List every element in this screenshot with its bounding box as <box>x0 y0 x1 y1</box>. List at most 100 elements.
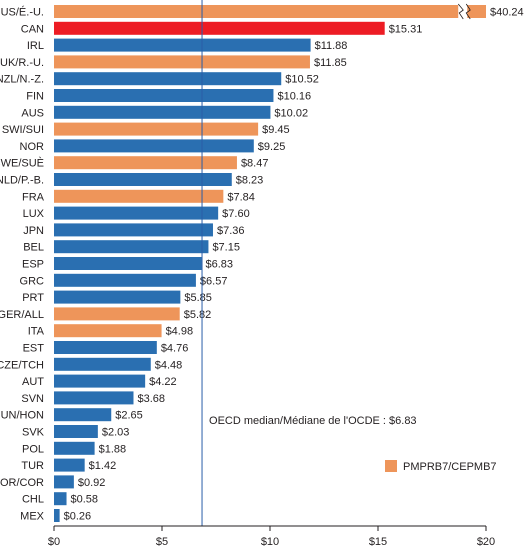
bar-prt <box>54 290 181 304</box>
value-label-swi-sui: $9.45 <box>262 124 290 136</box>
value-label-esp: $6.83 <box>206 259 234 271</box>
bar-fin <box>54 89 274 102</box>
category-label-ita: ITA <box>28 326 45 338</box>
category-label-pol: POL <box>22 443 44 455</box>
category-label-nld-p-b: NLD/P.-B. <box>0 175 44 187</box>
legend-swatch-pmprb7 <box>385 460 397 472</box>
value-label-swe-su: $8.47 <box>241 158 269 170</box>
value-label-fra: $7.84 <box>227 191 255 203</box>
category-label-grc: GRC <box>20 275 45 287</box>
bar-us-u <box>54 5 486 18</box>
value-label-prt: $5.85 <box>184 292 212 304</box>
bar-cze-tch <box>54 357 151 371</box>
x-tick-label-0: $0 <box>48 536 60 548</box>
bar-can <box>54 21 385 35</box>
value-label-jpn: $7.36 <box>217 225 245 237</box>
value-label-cze-tch: $4.48 <box>155 359 183 371</box>
value-label-ita: $4.98 <box>166 326 194 338</box>
median-label: OECD median/Médiane de l'OCDE : $6.83 <box>209 415 417 427</box>
bar-grc <box>54 273 196 287</box>
category-label-lux: LUX <box>23 208 45 220</box>
value-label-ger-all: $5.82 <box>184 309 212 321</box>
value-label-mex: $0.26 <box>64 511 92 523</box>
value-label-grc: $6.57 <box>200 275 228 287</box>
bar-pol <box>54 441 95 455</box>
value-label-kor-cor: $0.92 <box>78 477 106 489</box>
axis-break-gap <box>458 4 468 19</box>
x-tick-label-20: $20 <box>477 536 495 548</box>
bar-kor-cor <box>54 475 74 489</box>
value-label-hun-hon: $2.65 <box>115 410 143 422</box>
category-label-aus: AUS <box>21 107 44 119</box>
category-labels: US/É.-U. CAN IRL UK/R.-U. NZL/N.-Z. FIN AUS SWI… <box>0 6 45 523</box>
bar-nor <box>54 139 254 153</box>
bar-lux <box>54 206 219 220</box>
value-label-aus: $10.02 <box>274 107 308 119</box>
bar-nzl-n-z <box>54 72 282 86</box>
category-label-svn: SVN <box>21 393 44 405</box>
value-label-nzl-n-z: $10.52 <box>285 74 319 86</box>
bar-tur <box>54 458 85 472</box>
axis-break-mark-right <box>465 3 471 20</box>
category-label-esp: ESP <box>22 259 44 271</box>
bar-swi-sui <box>54 122 259 136</box>
bars-layer <box>54 3 486 522</box>
category-label-hun-hon: HUN/HON <box>0 410 44 422</box>
value-label-nor: $9.25 <box>258 141 286 153</box>
bar-uk-r-u <box>54 55 310 69</box>
value-label-svk: $2.03 <box>102 427 130 439</box>
category-label-nor: NOR <box>20 141 45 153</box>
bar-nld-p-b <box>54 173 232 186</box>
category-label-prt: PRT <box>22 292 44 304</box>
bar-aut <box>54 374 146 388</box>
bar-est <box>54 341 157 354</box>
legend: PMPRB7/CEPMB7 <box>385 460 497 473</box>
value-label-lux: $7.60 <box>222 208 250 220</box>
category-label-bel: BEL <box>23 242 44 254</box>
value-label-irl: $11.88 <box>315 40 348 52</box>
bar-mex <box>54 509 60 522</box>
axis-break-mark-left <box>457 3 464 20</box>
category-label-ger-all: GER/ALL <box>0 309 44 321</box>
category-label-nzl-n-z: NZL/N.-Z. <box>0 74 44 86</box>
bar-irl <box>54 38 311 52</box>
bar-jpn <box>54 223 213 237</box>
bar-fra <box>54 189 224 203</box>
x-tick-label-10: $10 <box>261 536 279 548</box>
category-label-est: EST <box>23 343 45 355</box>
value-label-bel: $7.15 <box>212 242 240 254</box>
bar-svk <box>54 425 98 438</box>
category-label-kor-cor: KOR/COR <box>0 477 44 489</box>
bar-hun-hon <box>54 408 112 422</box>
category-label-swe-su: SWE/SUÈ <box>0 157 44 170</box>
category-label-uk-r-u: UK/R.-U. <box>0 57 44 69</box>
value-label-est: $4.76 <box>161 343 189 355</box>
category-label-svk: SVK <box>22 427 45 439</box>
bar-chl <box>54 492 67 506</box>
value-label-uk-r-u: $11.85 <box>314 57 347 69</box>
bar-ita <box>54 324 162 338</box>
value-label-us-u: $40.24 <box>490 7 524 19</box>
category-label-fin: FIN <box>26 91 44 103</box>
category-label-fra: FRA <box>22 191 45 203</box>
bar-bel <box>54 240 209 254</box>
value-label-aut: $4.22 <box>149 376 177 388</box>
bar-svn <box>54 391 134 405</box>
category-label-chl: CHL <box>22 494 44 506</box>
category-label-irl: IRL <box>27 40 44 52</box>
bar-ger-all <box>54 307 180 321</box>
category-label-can: CAN <box>21 23 44 35</box>
value-label-fin: $10.16 <box>277 91 311 103</box>
bar-esp <box>54 257 202 270</box>
value-label-chl: $0.58 <box>71 494 99 506</box>
value-label-nld-p-b: $8.23 <box>236 175 264 187</box>
bar-swe-su <box>54 156 237 170</box>
value-label-svn: $3.68 <box>137 393 165 405</box>
category-label-us-u: US/É.-U. <box>1 6 44 19</box>
category-label-swi-sui: SWI/SUI <box>2 124 44 136</box>
legend-label-pmprb7: PMPRB7/CEPMB7 <box>403 461 497 473</box>
value-label-can: $15.31 <box>389 23 423 35</box>
x-axis: $0 $5 $10 $15 $20 <box>48 525 495 548</box>
category-label-mex: MEX <box>20 511 45 523</box>
